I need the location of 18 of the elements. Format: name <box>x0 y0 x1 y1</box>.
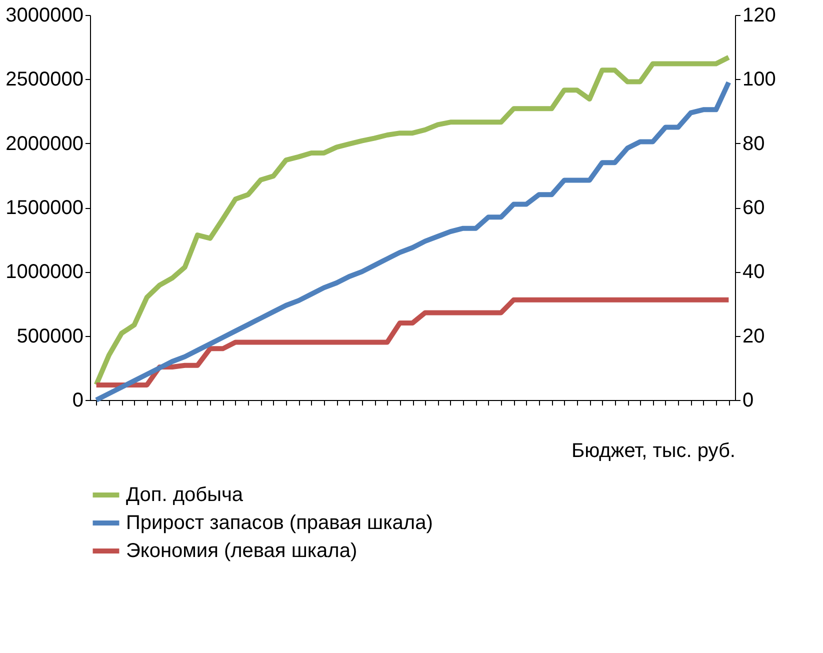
y2-tick-label: 80 <box>742 132 765 155</box>
y2-tick-label: 100 <box>742 68 776 91</box>
y-tick-label: 1000000 <box>6 261 84 284</box>
y2-tick-label: 60 <box>742 197 765 219</box>
legend-label: Экономия (левая шкала) <box>126 540 358 562</box>
y-tick-label: 1500000 <box>6 197 84 219</box>
y-tick-label: 500000 <box>16 325 84 348</box>
y2-tick-label: 40 <box>742 261 765 284</box>
y2-tick-label: 0 <box>742 390 754 412</box>
legend-label: Прирост запасов (правая шкала) <box>126 512 433 534</box>
y-tick-label: 3000000 <box>6 4 84 26</box>
y-tick-label: 2000000 <box>6 132 84 155</box>
x-axis-title: Бюджет, тыс. руб. <box>571 440 736 462</box>
y-tick-label: 0 <box>72 390 84 412</box>
y2-tick-label: 20 <box>742 325 765 348</box>
legend-label: Доп. добыча <box>126 484 244 506</box>
y2-tick-label: 120 <box>742 4 776 26</box>
y-tick-label: 2500000 <box>6 68 84 91</box>
